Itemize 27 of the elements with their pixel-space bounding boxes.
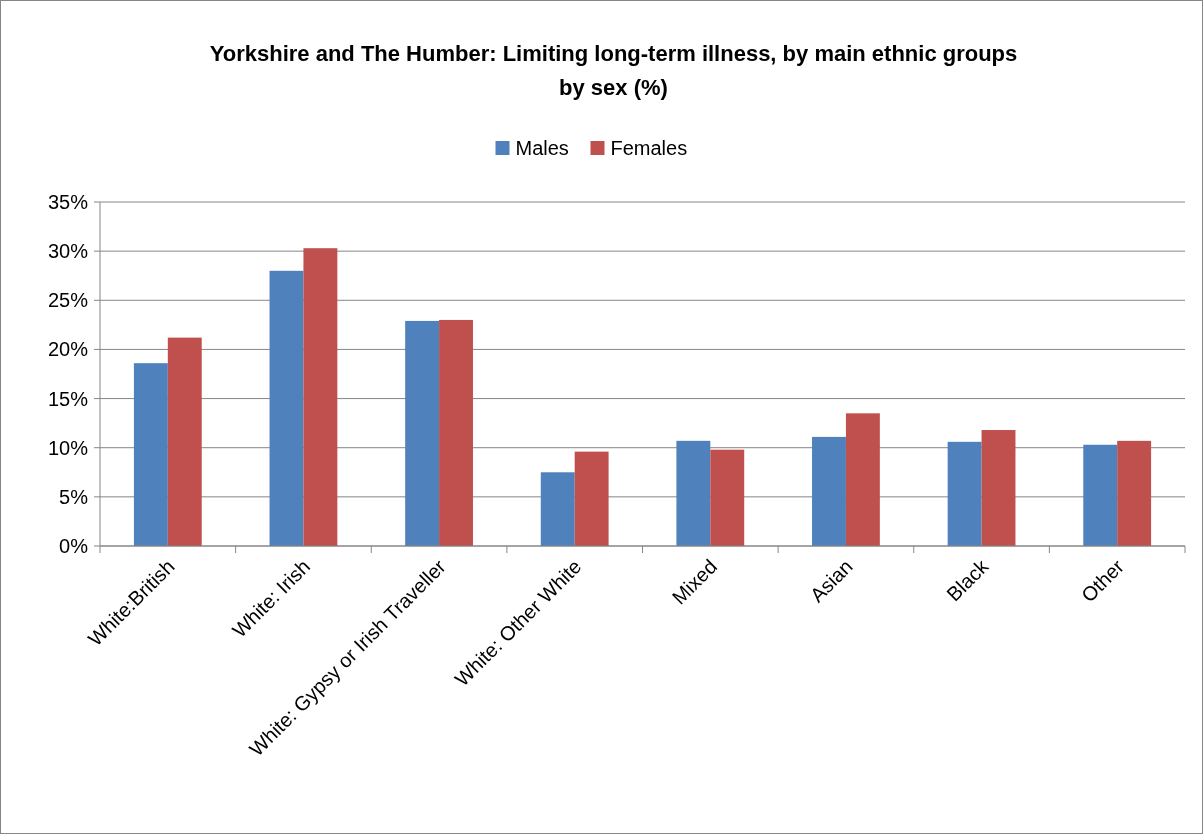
bar [947,441,982,546]
bar [574,451,609,546]
bar [676,440,711,546]
y-tick-label: 10% [47,436,89,459]
y-tick-label: 15% [47,387,89,410]
legend-label: Males [515,137,569,159]
bar [133,363,168,546]
bar [439,319,473,546]
bar [1117,440,1152,546]
y-tick-label: 20% [47,338,89,361]
y-tick-label: 0% [59,535,89,557]
bar [710,449,745,546]
y-tick-label: 25% [47,289,89,312]
chart-title: Yorkshire and The Humber: Limiting long-term illness, by main ethnic groups by sex (%) [209,41,1018,100]
bar [812,436,846,546]
legend-label: Females [610,137,688,159]
y-tick-label: 30% [47,240,89,263]
y-tick-label: 35% [47,191,89,213]
bar [540,472,575,546]
y-tick-label: 5% [59,485,89,508]
bar [303,248,338,546]
bar [1083,444,1118,546]
bar [167,337,202,546]
bar [845,413,880,546]
bar [981,430,1016,546]
bar [269,270,304,546]
bar [405,320,440,546]
